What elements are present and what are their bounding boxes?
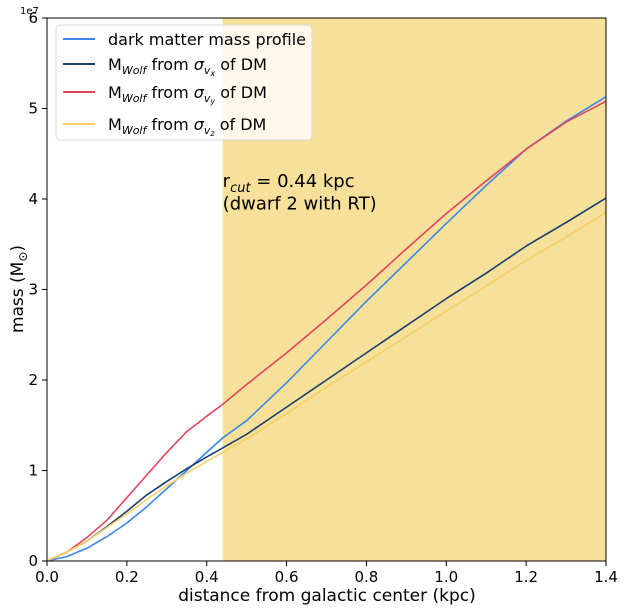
x-tick-label: 1.4 <box>594 568 618 586</box>
plot-frame <box>46 17 607 562</box>
y-tick-label: 6 <box>28 9 38 27</box>
legend-label-sigma-y: MWolf from σvy of DM <box>108 83 267 106</box>
y-axis-label: mass (M⊙) <box>8 245 30 333</box>
y-tick-label: 3 <box>28 281 38 299</box>
y-tick-label: 2 <box>28 371 38 389</box>
x-tick-label: 0.0 <box>35 568 59 586</box>
annotation-line-1: rcut = 0.44 kpc <box>223 171 355 196</box>
y-tick-label: 4 <box>28 190 38 208</box>
series-line-dm <box>46 96 607 562</box>
series-lines <box>46 96 607 562</box>
legend-label-dm: dark matter mass profile <box>108 30 306 49</box>
y-tick-label: 1 <box>28 462 38 480</box>
y-axis-label-sub: ⊙ <box>16 252 30 262</box>
annotation: rcut = 0.44 kpc (dwarf 2 with RT) <box>223 171 377 215</box>
x-tick-label: 0.4 <box>195 568 219 586</box>
tick-labels: 0.0 0.2 0.4 0.6 0.8 1.0 1.2 1.4 0 1 2 3 4 5 6 <box>28 9 617 586</box>
annotation-value: = 0.44 kpc <box>251 171 355 192</box>
legend-box <box>55 24 313 141</box>
series-line-sigma-y <box>46 100 607 562</box>
tick-marks <box>42 17 607 566</box>
x-tick-label: 1.0 <box>434 568 458 586</box>
series-line-sigma-z <box>46 211 607 562</box>
legend: dark matter mass profile MWolf from σvx … <box>55 24 313 141</box>
y-axis-label-main: mass (M <box>8 262 28 333</box>
annotation-r-sub: cut <box>230 181 251 196</box>
y-tick-label: 5 <box>28 100 38 118</box>
y-tick-label: 0 <box>28 552 38 570</box>
x-tick-label: 0.8 <box>354 568 378 586</box>
x-tick-label: 0.2 <box>115 568 139 586</box>
series-line-sigma-x <box>46 197 607 562</box>
annotation-r: r <box>223 171 231 192</box>
x-axis-label: distance from galactic center (kpc) <box>178 586 476 606</box>
annotation-line-2: (dwarf 2 with RT) <box>223 194 377 215</box>
x-tick-label: 0.6 <box>275 568 299 586</box>
legend-label-sigma-z: MWolf from σvz of DM <box>108 115 266 138</box>
x-tick-label: 1.2 <box>514 568 538 586</box>
y-offset-label: 1e7 <box>20 6 39 17</box>
y-axis-label-close: ) <box>8 245 28 252</box>
legend-label-sigma-x: MWolf from σvx of DM <box>108 55 267 78</box>
